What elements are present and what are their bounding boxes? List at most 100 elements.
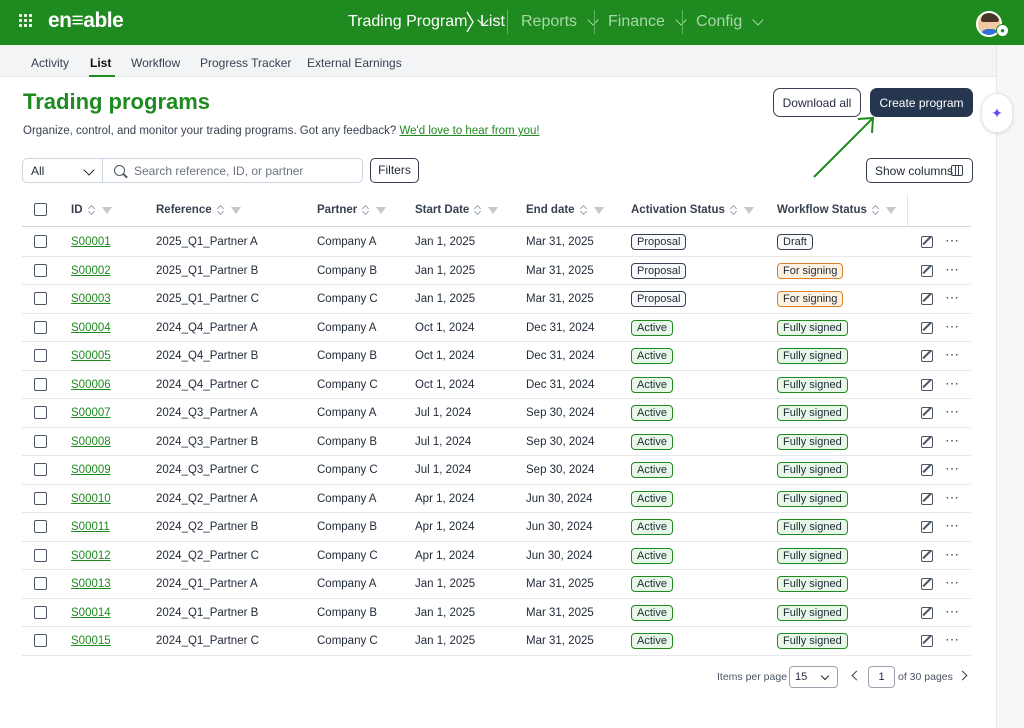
filter-icon[interactable]	[885, 206, 896, 214]
create-program-button[interactable]: Create program	[870, 88, 973, 117]
table-row[interactable]: S00008 2024_Q3_Partner B Company B Jul 1, 2…	[22, 428, 971, 456]
download-all-button[interactable]: Download all	[773, 88, 861, 117]
program-id-link[interactable]: S00015	[71, 635, 111, 647]
edit-icon[interactable]	[921, 321, 933, 334]
nav-trading-program[interactable]: Trading Program	[348, 13, 490, 31]
table-row[interactable]: S00005 2024_Q4_Partner B Company B Oct 1, 2…	[22, 342, 971, 371]
sort-icon[interactable]	[581, 205, 588, 215]
edit-icon[interactable]	[921, 293, 933, 305]
table-row[interactable]: S00007 2024_Q3_Partner A Company A Jul 1, 2…	[22, 399, 971, 428]
column-header-activation-status[interactable]: Activation Status	[631, 204, 754, 216]
sort-icon[interactable]	[731, 205, 738, 215]
column-header-partner[interactable]: Partner	[317, 204, 387, 216]
sort-icon[interactable]	[89, 205, 96, 215]
more-options-icon[interactable]: ⋯	[945, 574, 959, 590]
filter-icon[interactable]	[101, 206, 112, 214]
program-id-link[interactable]: S00010	[71, 492, 111, 505]
edit-icon[interactable]	[921, 492, 933, 505]
more-options-icon[interactable]: ⋯	[945, 403, 959, 419]
more-options-icon[interactable]: ⋯	[945, 289, 959, 305]
feedback-link[interactable]: We'd love to hear from you!	[399, 125, 540, 137]
edit-icon[interactable]	[921, 549, 933, 562]
app-launcher-icon[interactable]	[19, 14, 33, 28]
filter-icon[interactable]	[488, 206, 499, 214]
column-header-workflow-status[interactable]: Workflow Status	[777, 204, 896, 216]
more-options-icon[interactable]: ⋯	[945, 602, 959, 619]
sort-icon[interactable]	[363, 205, 370, 215]
row-checkbox[interactable]	[34, 605, 47, 619]
row-checkbox[interactable]	[34, 463, 47, 476]
program-id-link[interactable]: S00012	[71, 549, 111, 562]
row-checkbox[interactable]	[34, 349, 47, 362]
edit-icon[interactable]	[921, 578, 933, 590]
table-row[interactable]: S00001 2025_Q1_Partner A Company A Jan 1, 2…	[22, 228, 971, 257]
row-checkbox[interactable]	[34, 434, 47, 448]
program-id-link[interactable]: S00009	[71, 464, 111, 476]
select-all-checkbox[interactable]	[34, 203, 47, 216]
table-row[interactable]: S00004 2024_Q4_Partner A Company A Oct 1, 2…	[22, 314, 971, 342]
program-id-link[interactable]: S00001	[71, 236, 111, 248]
previous-page-icon[interactable]	[851, 670, 862, 681]
program-id-link[interactable]: S00011	[71, 521, 110, 533]
row-checkbox[interactable]	[34, 634, 47, 647]
row-checkbox[interactable]	[34, 577, 47, 590]
program-id-link[interactable]: S00004	[71, 321, 111, 334]
row-checkbox[interactable]	[34, 406, 47, 419]
filter-icon[interactable]	[376, 206, 387, 214]
sort-icon[interactable]	[218, 205, 225, 215]
more-options-icon[interactable]: ⋯	[945, 431, 959, 448]
table-row[interactable]: S00011 2024_Q2_Partner B Company B Apr 1, 2…	[22, 513, 971, 542]
row-checkbox[interactable]	[34, 292, 47, 305]
more-options-icon[interactable]: ⋯	[945, 232, 959, 248]
more-options-icon[interactable]: ⋯	[945, 460, 959, 476]
filter-icon[interactable]	[593, 206, 604, 214]
edit-icon[interactable]	[921, 606, 933, 619]
next-page-icon[interactable]	[957, 670, 968, 681]
table-row[interactable]: S00003 2025_Q1_Partner C Company C Jan 1, 2…	[22, 285, 971, 314]
more-options-icon[interactable]: ⋯	[945, 488, 959, 505]
more-options-icon[interactable]: ⋯	[945, 545, 959, 562]
tab-workflow[interactable]: Workflow	[131, 56, 181, 70]
more-options-icon[interactable]: ⋯	[945, 631, 959, 647]
show-columns-button[interactable]: Show columns	[866, 158, 973, 183]
table-row[interactable]: S00014 2024_Q1_Partner B Company B Jan 1, 2…	[22, 599, 971, 627]
table-row[interactable]: S00010 2024_Q2_Partner A Company A Apr 1, 2…	[22, 485, 971, 513]
row-checkbox[interactable]	[34, 548, 47, 562]
filter-icon[interactable]	[230, 206, 241, 214]
nav-finance[interactable]: Finance	[608, 13, 687, 31]
breadcrumb-list[interactable]: List	[480, 13, 505, 31]
program-id-link[interactable]: S00013	[71, 578, 111, 590]
program-id-link[interactable]: S00007	[71, 407, 111, 419]
more-options-icon[interactable]: ⋯	[945, 346, 959, 362]
filters-button[interactable]: Filters	[370, 158, 419, 183]
tab-list[interactable]: List	[90, 56, 112, 70]
edit-icon[interactable]	[921, 635, 933, 647]
row-checkbox[interactable]	[34, 263, 47, 277]
edit-icon[interactable]	[921, 236, 933, 248]
edit-icon[interactable]	[921, 435, 933, 448]
column-header-reference[interactable]: Reference	[156, 204, 241, 216]
table-row[interactable]: S00002 2025_Q1_Partner B Company B Jan 1, 2…	[22, 257, 971, 285]
table-row[interactable]: S00012 2024_Q2_Partner C Company C Apr 1, 2…	[22, 542, 971, 570]
row-checkbox[interactable]	[34, 320, 47, 334]
filter-icon[interactable]	[743, 206, 754, 214]
tab-external-earnings[interactable]: External Earnings	[307, 56, 402, 70]
column-header-id[interactable]: ID	[71, 204, 112, 216]
sort-icon[interactable]	[873, 205, 880, 215]
more-options-icon[interactable]: ⋯	[945, 374, 959, 391]
enable-logo[interactable]: en≡able	[48, 9, 124, 32]
search-input[interactable]: Search reference, ID, or partner	[102, 158, 363, 183]
page-number-input[interactable]: 1	[868, 666, 895, 688]
program-id-link[interactable]: S00005	[71, 350, 111, 362]
program-id-link[interactable]: S00014	[71, 606, 111, 619]
edit-icon[interactable]	[921, 350, 933, 362]
row-checkbox[interactable]	[34, 377, 47, 391]
ai-assistant-sparkle-icon[interactable]: ✦	[981, 93, 1013, 133]
column-header-start-date[interactable]: Start Date	[415, 204, 499, 216]
row-checkbox[interactable]	[34, 491, 47, 505]
edit-icon[interactable]	[921, 378, 933, 391]
items-per-page-select[interactable]: 15	[789, 666, 838, 688]
status-filter-select[interactable]: All	[22, 158, 103, 183]
tab-activity[interactable]: Activity	[31, 56, 70, 70]
row-checkbox[interactable]	[34, 520, 47, 533]
